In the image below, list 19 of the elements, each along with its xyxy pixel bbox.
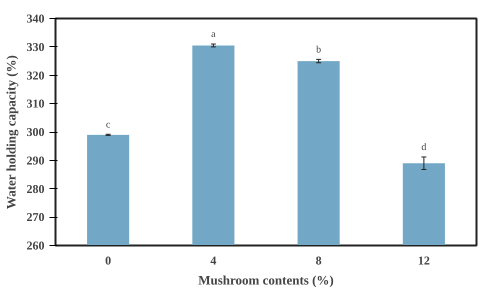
y-tick-label: 310 (26, 96, 44, 111)
annotation: c (106, 119, 111, 130)
y-tick-label: 300 (26, 125, 44, 139)
y-tick-label: 320 (26, 68, 44, 82)
annotation: b (316, 44, 322, 56)
x-tick-label: 0 (105, 254, 112, 268)
x-tick-label: 12 (418, 254, 430, 268)
x-tick-label: 4 (210, 254, 216, 268)
y-tick-label: 330 (26, 40, 44, 54)
y-tick-label: 270 (26, 210, 44, 224)
y-tick-label: 290 (26, 153, 44, 168)
y-tick-label: 260 (26, 238, 44, 252)
x-tick-label: 8 (316, 254, 322, 268)
annotation: a (211, 29, 216, 40)
y-tick-label: 280 (26, 182, 44, 196)
x-axis-title: Mushroom contents (%) (198, 272, 334, 288)
y-axis-title: Water holding capacity (%) (4, 55, 18, 210)
y-tick-label: 340 (26, 12, 44, 26)
annotation: d (421, 142, 426, 153)
